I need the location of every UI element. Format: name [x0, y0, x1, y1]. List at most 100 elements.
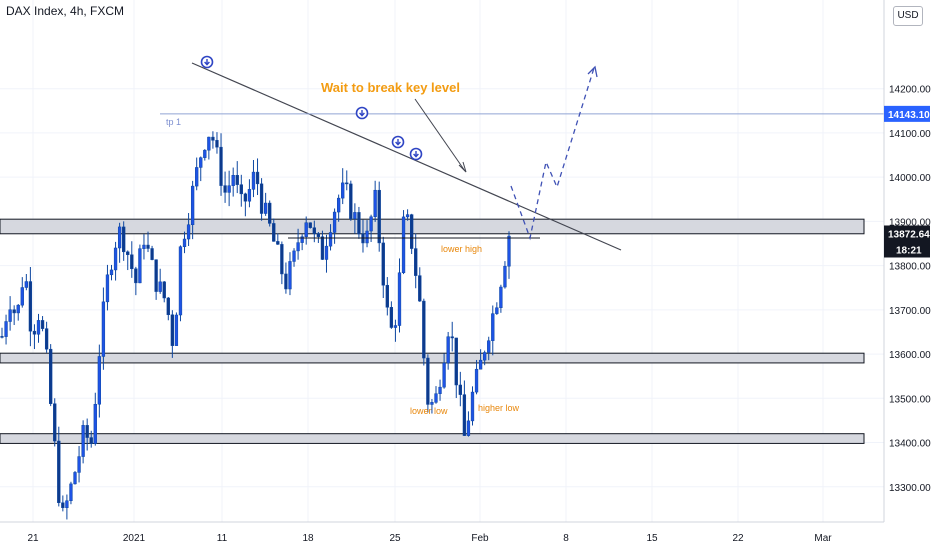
candle-body [109, 269, 114, 276]
candle-body [332, 211, 337, 233]
tp-label: tp 1 [166, 117, 181, 127]
zone-3 [0, 433, 865, 444]
candle-body [280, 244, 284, 275]
candle-body [373, 189, 377, 218]
annotation-wait: Wait to break key level [321, 80, 460, 95]
candle-body [341, 182, 345, 199]
candle-body [442, 362, 446, 388]
candle-body [357, 212, 361, 235]
candle-body [495, 307, 499, 314]
annotation-higher-low: higher low [478, 403, 520, 413]
candle-body [12, 309, 16, 314]
pivot-marker [391, 135, 405, 149]
candlestick-series [0, 131, 511, 520]
currency-button[interactable]: USD [893, 6, 923, 26]
candle-body [430, 402, 434, 405]
candle-body [195, 167, 199, 187]
pivot-marker [409, 147, 423, 161]
candle-body [117, 226, 122, 249]
zone-2 [0, 352, 865, 364]
candle-body [97, 356, 101, 405]
candle-body [507, 235, 511, 267]
candle-body [138, 248, 142, 284]
candle-body [377, 189, 381, 244]
candle-body [20, 287, 24, 306]
candle-body [393, 325, 398, 328]
candle-body [85, 425, 89, 438]
candle-body [239, 184, 243, 195]
zone-1 [0, 218, 865, 235]
candle-body [474, 368, 479, 393]
candle-body [312, 227, 316, 234]
candle-body [126, 251, 130, 255]
candle-body [178, 246, 183, 316]
candle-body [446, 336, 450, 364]
x-tick-label: 21 [27, 533, 39, 544]
y-tick-label: 13400.00 [889, 439, 931, 450]
candle-body [223, 185, 227, 193]
candle-body [142, 244, 146, 249]
candle-body [450, 336, 454, 339]
candle-body [44, 328, 49, 350]
y-tick-label: 13500.00 [889, 394, 931, 405]
candle-body [32, 330, 37, 335]
x-tick-label: Feb [471, 533, 489, 544]
y-tick-label: 13700.00 [889, 306, 931, 317]
candle-body [288, 261, 292, 290]
candle-body [308, 222, 312, 228]
candle-body [349, 183, 353, 220]
candle-body [207, 136, 211, 151]
x-tick-label: 8 [563, 533, 569, 544]
y-tick-label: 14000.00 [889, 173, 931, 184]
candle-body [231, 175, 235, 186]
x-tick-label: Mar [814, 533, 832, 544]
candle-body [316, 233, 321, 237]
candle-body [434, 393, 438, 403]
candle-body [170, 314, 175, 346]
support-resistance-zones [0, 218, 865, 444]
candle-body [89, 437, 93, 444]
candle-body [438, 386, 442, 394]
candle-body [272, 223, 276, 242]
x-tick-label: 11 [217, 533, 228, 544]
candle-body [418, 275, 422, 302]
candle-body [69, 483, 73, 501]
candle-body [65, 500, 69, 508]
x-tick-label: 25 [389, 533, 401, 544]
candle-body [292, 250, 296, 262]
candle-body [296, 242, 300, 252]
candle-body [186, 224, 191, 240]
candle-body [227, 185, 231, 193]
candle-body [369, 216, 373, 232]
candle-body [499, 286, 503, 308]
candle-body [154, 259, 158, 292]
candle-body [328, 232, 333, 247]
y-tick-label: 13900.00 [889, 217, 931, 228]
candle-body [93, 403, 97, 444]
annotation-lower-low: lower low [410, 406, 448, 416]
candle-body [182, 238, 187, 247]
candle-body [77, 456, 81, 473]
candle-body [353, 212, 357, 220]
candle-body [61, 502, 65, 508]
drawings: tp 1 Wait to break key level lower high low… [160, 55, 884, 416]
pivot-marker [355, 106, 369, 120]
x-tick-label: 22 [732, 533, 744, 544]
candle-body [345, 182, 349, 185]
annotation-lower-high: lower high [441, 244, 482, 254]
trend-line [191, 62, 622, 251]
candle-body [174, 314, 179, 346]
candle-body [401, 216, 406, 274]
candle-body [255, 171, 260, 185]
candle-body [487, 340, 491, 353]
x-tick-label: 15 [646, 533, 658, 544]
candle-body [284, 273, 288, 290]
y-tick-label: 13300.00 [889, 483, 931, 494]
candle-body [203, 149, 207, 158]
candle-body [251, 171, 256, 190]
candle-body [397, 272, 402, 326]
time-axis-bg [0, 522, 932, 550]
candle-body [389, 307, 394, 328]
candle-body [385, 284, 389, 308]
